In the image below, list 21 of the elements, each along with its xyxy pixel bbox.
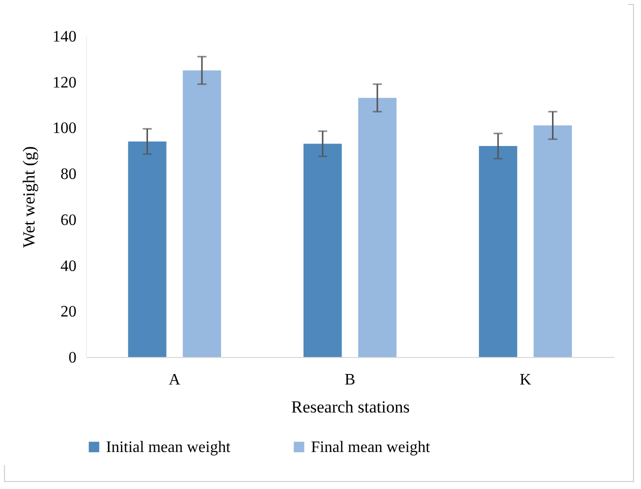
bar	[478, 146, 518, 357]
y-axis-title: Wet weight (g)	[20, 146, 38, 248]
x-tick-label: A	[168, 372, 181, 388]
bar	[358, 98, 396, 357]
bar	[534, 125, 572, 357]
legend-label: Initial mean weight	[106, 439, 231, 456]
y-tick-label: 0	[68, 350, 76, 366]
y-tick-label: 40	[60, 258, 76, 275]
bar	[128, 141, 166, 357]
bar	[182, 70, 222, 357]
legend-label: Final mean weight	[311, 439, 431, 456]
x-tick-label: B	[344, 372, 356, 388]
y-tick-label: 120	[52, 74, 76, 92]
bar	[304, 144, 342, 357]
x-axis-title: Research stations	[291, 398, 410, 416]
y-tick-label: 80	[60, 166, 76, 184]
y-tick-label: 100	[52, 120, 76, 138]
x-tick-label: K	[520, 372, 532, 388]
y-tick-label: 140	[52, 28, 76, 46]
y-tick-label: 60	[60, 212, 76, 229]
y-tick-label: 20	[60, 304, 76, 321]
